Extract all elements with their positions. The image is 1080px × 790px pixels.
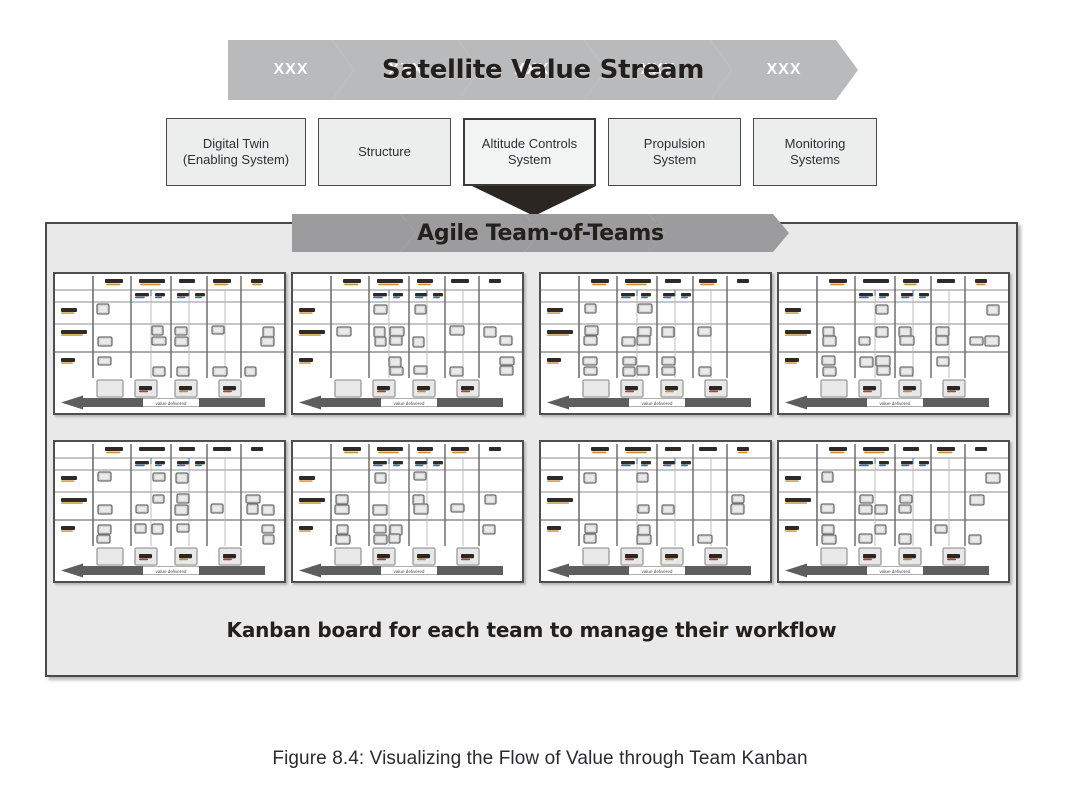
kanban-board-canvas: value delivered [293, 274, 522, 413]
team-board-5[interactable]: value delivered [53, 440, 286, 583]
kanban-board-caption: Kanban board for each team to manage the… [226, 618, 837, 642]
team-board-2[interactable]: value delivered [291, 272, 524, 415]
value-stream-segment-1: XXX [228, 40, 354, 100]
value-stream-segment-label: XXX [273, 61, 309, 78]
kanban-board-canvas: value delivered [779, 274, 1008, 413]
value-stream-band: XXX XXX XXX XXX XXX [228, 40, 858, 100]
team-board-8[interactable]: value delivered [777, 440, 1010, 583]
value-stream-title: Satellite Value Stream [381, 55, 705, 85]
kanban-board-canvas: value delivered [55, 274, 284, 413]
value-stream-segment-5: XXX [710, 40, 858, 100]
svg-text:value delivered: value delivered [642, 569, 673, 574]
kanban-board-canvas: value delivered [55, 442, 284, 581]
value-stream-segment-2: XXX [332, 40, 480, 100]
system-to-teams-pointer-icon [472, 186, 596, 216]
team-board-7[interactable]: value delivered [539, 440, 772, 583]
svg-text:value delivered: value delivered [394, 401, 425, 406]
system-box-label: Digital Twin (Enabling System) [182, 136, 290, 167]
kanban-board-canvas: value delivered [779, 442, 1008, 581]
agile-band-segment-1 [292, 214, 416, 252]
system-box-label: Propulsion System [643, 136, 706, 167]
team-board-6[interactable]: value delivered [291, 440, 524, 583]
system-box-2[interactable]: Structure [318, 118, 451, 186]
svg-text:value delivered: value delivered [156, 401, 187, 406]
system-box-4[interactable]: Propulsion System [608, 118, 741, 186]
team-board-3[interactable]: value delivered [539, 272, 772, 415]
figure-caption: Figure 8.4: Visualizing the Flow of Valu… [272, 748, 808, 769]
value-stream-segment-label: XXX [766, 61, 802, 78]
svg-text:value delivered: value delivered [642, 401, 673, 406]
agile-band-segment-2 [400, 214, 540, 252]
system-box-1[interactable]: Digital Twin (Enabling System) [166, 118, 306, 186]
team-board-1[interactable]: value delivered [53, 272, 286, 415]
svg-text:value delivered: value delivered [880, 401, 911, 406]
team-board-4[interactable]: value delivered [777, 272, 1010, 415]
system-box-label: Altitude Controls System [481, 136, 578, 167]
kanban-board-canvas: value delivered [541, 274, 770, 413]
agile-band-segment-3 [525, 214, 665, 252]
agile-band-segment-4 [649, 214, 789, 252]
value-stream-segment-label: XXX [640, 61, 676, 78]
value-stream-segment-4: XXX [584, 40, 732, 100]
agile-team-of-teams-band [292, 214, 789, 252]
value-stream-segment-3: XXX [458, 40, 606, 100]
system-box-label: Structure [358, 144, 411, 160]
system-box-3[interactable]: Altitude Controls System [463, 118, 596, 186]
svg-text:value delivered: value delivered [880, 569, 911, 574]
svg-text:value delivered: value delivered [156, 569, 187, 574]
system-box-5[interactable]: Monitoring Systems [753, 118, 877, 186]
kanban-board-canvas: value delivered [293, 442, 522, 581]
system-box-label: Monitoring Systems [784, 136, 846, 167]
kanban-board-canvas: value delivered [541, 442, 770, 581]
svg-text:value delivered: value delivered [394, 569, 425, 574]
value-stream-segment-label: XXX [514, 61, 550, 78]
agile-team-of-teams-title: Agile Team-of-Teams [417, 220, 664, 246]
value-stream-segment-label: XXX [388, 61, 424, 78]
